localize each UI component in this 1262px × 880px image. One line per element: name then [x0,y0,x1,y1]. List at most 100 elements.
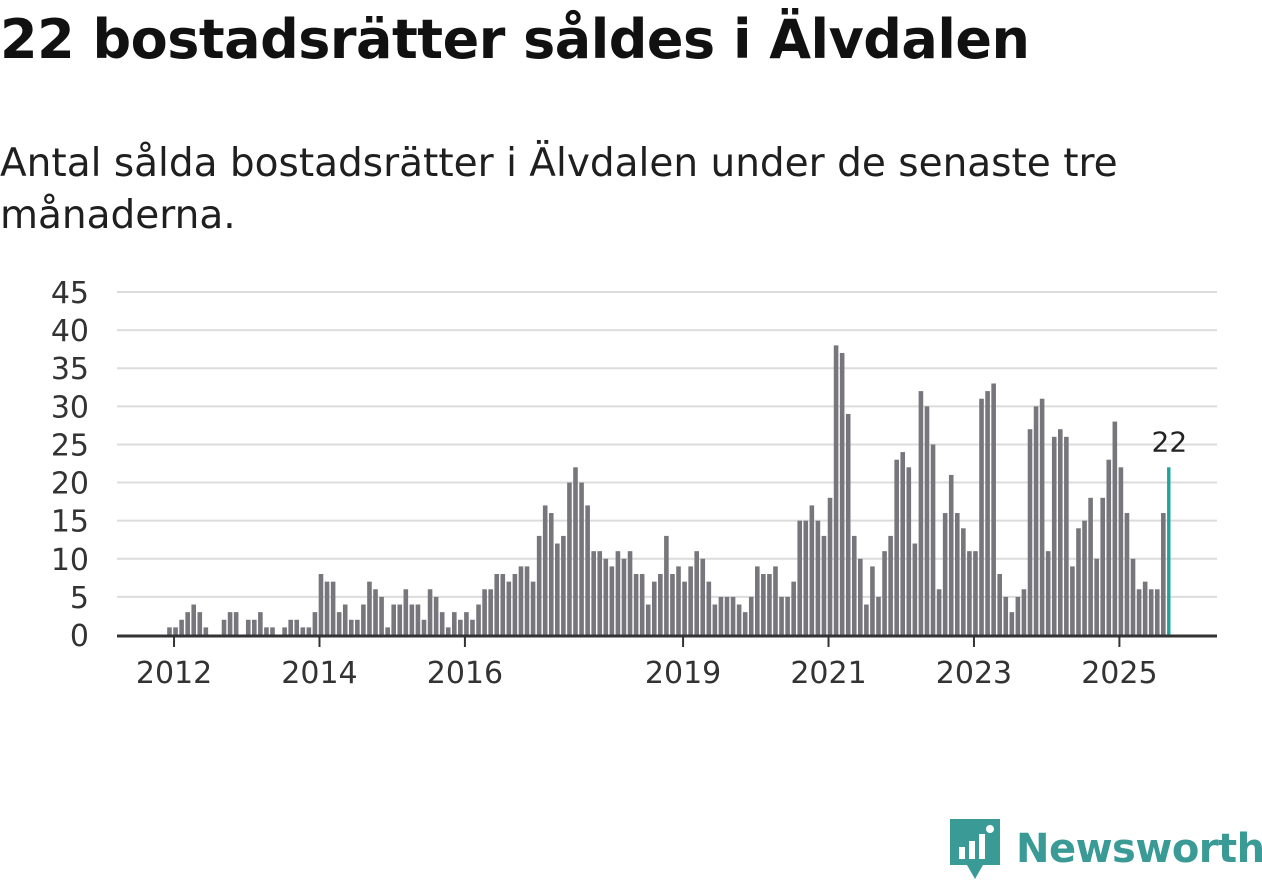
bar [336,612,342,635]
bar [1033,406,1039,635]
x-tick-label: 2023 [936,656,1012,691]
bar [1118,467,1124,635]
bar [391,604,396,635]
bar [651,581,657,635]
bar [845,413,851,635]
bar [1106,459,1112,635]
bar [621,558,627,635]
bar [300,627,306,635]
bar [342,604,348,635]
data-labels: 22 [1152,425,1188,458]
bar [1130,558,1136,635]
bar [548,513,554,635]
x-tick-label: 2014 [281,656,357,691]
y-tick-label: 10 [51,543,89,578]
bar [233,612,239,635]
bar [385,627,390,635]
bar [1051,436,1057,635]
bar [245,619,251,635]
bar [470,619,475,635]
bar [585,505,590,635]
bar [670,574,675,635]
bar [748,596,754,635]
bars [167,345,1171,635]
x-tick-label: 2019 [645,656,721,691]
brand-logo: Newsworthy [950,818,1262,880]
bar [718,596,724,635]
bar [1039,398,1045,635]
bar [985,391,990,635]
bar [464,612,469,635]
bar [1015,596,1021,635]
bar [288,619,293,635]
bar [1064,436,1069,635]
bar [173,627,178,635]
y-tick-label: 0 [70,619,89,654]
x-tick-label: 2012 [136,656,212,691]
bar [930,444,936,635]
bar [1088,497,1093,635]
bar [361,604,366,635]
y-tick-label: 5 [70,581,89,616]
bar [282,627,287,635]
bar [712,604,718,635]
bar [876,596,881,635]
bar [1021,589,1027,635]
bar [1094,558,1099,635]
x-tick-label: 2016 [427,656,503,691]
bar [979,398,984,635]
bar [270,627,275,635]
bar [439,612,445,635]
y-tick-label: 45 [51,276,89,311]
bar [1142,581,1148,635]
bar [1058,429,1063,635]
bar [409,604,415,635]
bar [482,589,487,635]
bar [179,619,184,635]
bar [839,352,845,635]
bar [488,589,493,635]
bar [870,566,875,635]
bar [827,497,833,635]
bar [761,574,766,635]
bar [542,505,548,635]
bar [397,604,403,635]
bar [427,589,433,635]
bar [821,535,827,635]
bar [167,627,172,635]
bar [1027,429,1033,635]
x-tick-label: 2025 [1081,656,1157,691]
bar [633,574,639,635]
newsworthy-chart-icon [950,819,1000,879]
bar [445,627,451,635]
bar [433,596,439,635]
bar [458,619,463,635]
bar [724,596,730,635]
bar [918,391,924,635]
bar [658,574,663,635]
bar [676,566,681,635]
bar [900,452,906,635]
page-subtitle: Antal sålda bostadsrätter i Älvdalen und… [0,141,1118,238]
bar [197,612,203,635]
y-tick-label: 20 [51,467,89,502]
bar [318,574,324,635]
page-title: 22 bostadsrätter såldes i Älvdalen [0,8,1030,71]
bar [609,566,615,635]
bar [948,474,954,635]
bar [785,596,790,635]
bar [851,535,857,635]
bar [694,551,699,635]
bar [494,574,500,635]
bar [312,612,318,635]
bar [324,581,330,635]
bar [639,574,645,635]
bar [330,581,336,635]
bar [191,604,197,635]
bar [264,627,269,635]
bar [967,551,972,635]
y-tick-label: 30 [51,390,89,425]
bar [555,543,560,635]
bar [730,596,736,635]
bar [833,345,839,635]
